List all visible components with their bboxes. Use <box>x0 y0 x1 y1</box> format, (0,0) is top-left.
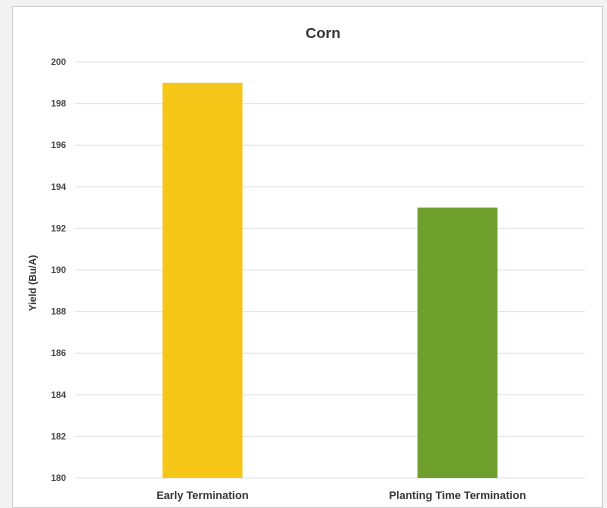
y-axis-ticks: 180 182 184 186 188 190 192 194 196 198 200 <box>51 57 66 483</box>
bar-planting-time-termination <box>417 207 498 478</box>
chart-frame <box>12 6 603 508</box>
y-tick-label: 200 <box>51 57 66 67</box>
y-tick-label: 198 <box>51 99 66 109</box>
gridlines <box>75 61 585 479</box>
y-axis-label: Yield (Bu/A) <box>28 255 39 311</box>
chart-title: Corn <box>306 25 341 42</box>
x-category-label: Planting Time Termination <box>389 490 526 502</box>
bar-early-termination <box>162 82 243 479</box>
x-axis-categories: Early Termination Planting Time Terminati… <box>156 490 526 502</box>
y-tick-label: 186 <box>51 348 66 358</box>
y-tick-label: 184 <box>51 390 66 400</box>
y-tick-label: 192 <box>51 223 66 233</box>
y-tick-label: 180 <box>51 473 66 483</box>
y-tick-label: 182 <box>51 431 66 441</box>
y-tick-label: 196 <box>51 140 66 150</box>
y-tick-label: 194 <box>51 182 66 192</box>
y-tick-label: 190 <box>51 265 66 275</box>
y-tick-label: 188 <box>51 307 66 317</box>
bars <box>162 82 498 479</box>
x-category-label: Early Termination <box>156 490 248 502</box>
